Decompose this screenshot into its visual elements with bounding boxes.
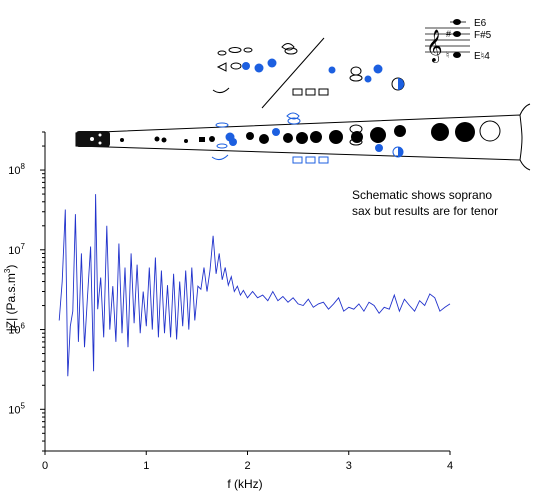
x-tick-label: 3 [346, 460, 352, 472]
saxophone-schematic [75, 37, 531, 171]
svg-text:#: # [446, 29, 451, 39]
x-tick-label: 0 [42, 460, 48, 472]
x-axis-label: f (kHz) [227, 477, 262, 491]
y-axis-label-close: ) [4, 265, 18, 269]
note-label-mid: F#5 [474, 30, 492, 41]
impedance-series-line [58, 194, 451, 377]
svg-text:𝄞: 𝄞 [426, 29, 443, 63]
x-tick-label: 2 [244, 460, 250, 472]
y-axis-label-main: |Z| (Pa.s.m [4, 273, 18, 331]
y-tick-label: 106 [8, 322, 25, 337]
x-tick-label: 4 [447, 460, 453, 472]
y-ticks: 105 106 107 108 [8, 131, 45, 452]
fingering-diagram [212, 37, 405, 109]
note-label-high: E6 [474, 18, 487, 29]
y-axis-label: |Z| (Pa.s.m3) [3, 265, 18, 332]
x-ticks: 0 1 2 3 4 [42, 451, 453, 472]
schematic-note: Schematic shows soprano sax but results … [352, 187, 498, 219]
schematic-note-line-1: Schematic shows soprano [352, 188, 493, 202]
y-axis-label-exponent: 3 [3, 268, 12, 273]
x-tick-label: 1 [143, 460, 149, 472]
y-tick-label: 107 [8, 242, 25, 257]
y-tick-label: 105 [8, 401, 25, 416]
schematic-note-line-2: sax but results are for tenor [352, 204, 499, 218]
svg-text:♮: ♮ [446, 50, 449, 60]
y-tick-label: 108 [8, 162, 25, 177]
music-staff-icon: 𝄞 # ♮ [425, 19, 470, 63]
note-label-low: E♮4 [474, 51, 490, 62]
